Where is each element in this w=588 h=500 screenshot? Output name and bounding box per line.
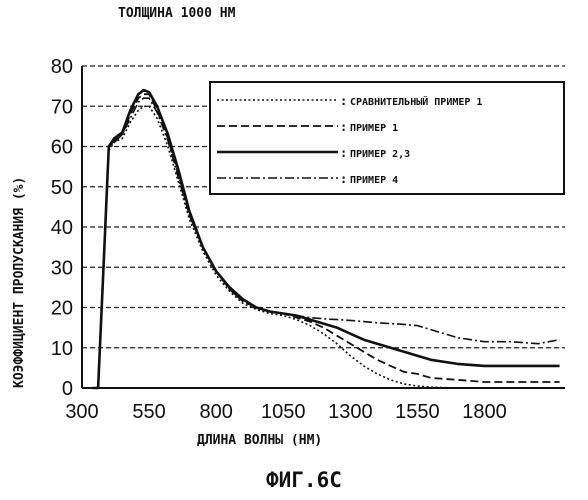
x-tick-label: 1050 [261,401,306,423]
x-tick-labels: 300 550 800 1050 1300 1550 1800 [65,401,506,423]
y-tick-labels: 0 10 20 30 40 50 60 70 80 [51,56,73,400]
x-tick-label: 800 [199,401,232,423]
legend-label-2: ПРИМЕР 1 [350,123,398,134]
y-tick-label: 50 [51,177,73,199]
y-tick-label: 20 [51,298,73,320]
y-tick-label: 80 [51,56,73,78]
figure-caption: ФИГ.6C [266,468,342,492]
legend: :СРАВНИТЕЛЬНЫЙ ПРИМЕР 1:ПРИМЕР 1:ПРИМЕР … [210,82,564,194]
legend-separator: : [340,94,347,108]
x-tick-label: 550 [132,401,165,423]
legend-separator: : [340,120,347,134]
legend-label-4: ПРИМЕР 4 [350,175,398,186]
x-tick-label: 1300 [328,401,373,423]
y-tick-label: 30 [51,257,73,279]
x-tick-label: 1800 [462,401,507,423]
y-tick-label: 70 [51,96,73,118]
top-note: ТОЛЩИНА 1000 НМ [118,6,236,21]
x-axis-label: ДЛИНА ВОЛНЫ (НМ) [197,433,322,448]
y-tick-label: 60 [51,137,73,159]
legend-label-1: СРАВНИТЕЛЬНЫЙ ПРИМЕР 1 [350,95,482,108]
legend-separator: : [340,172,347,186]
y-tick-label: 10 [51,338,73,360]
legend-separator: : [340,146,347,160]
x-tick-label: 300 [65,401,98,423]
x-tick-label: 1550 [395,401,440,423]
legend-label-3: ПРИМЕР 2,3 [350,149,410,160]
y-axis-label: КОЭФФИЦИЕНТ ПРОПУСКАНИЯ (%) [12,177,27,388]
y-tick-label: 0 [62,378,73,400]
y-tick-label: 40 [51,217,73,239]
